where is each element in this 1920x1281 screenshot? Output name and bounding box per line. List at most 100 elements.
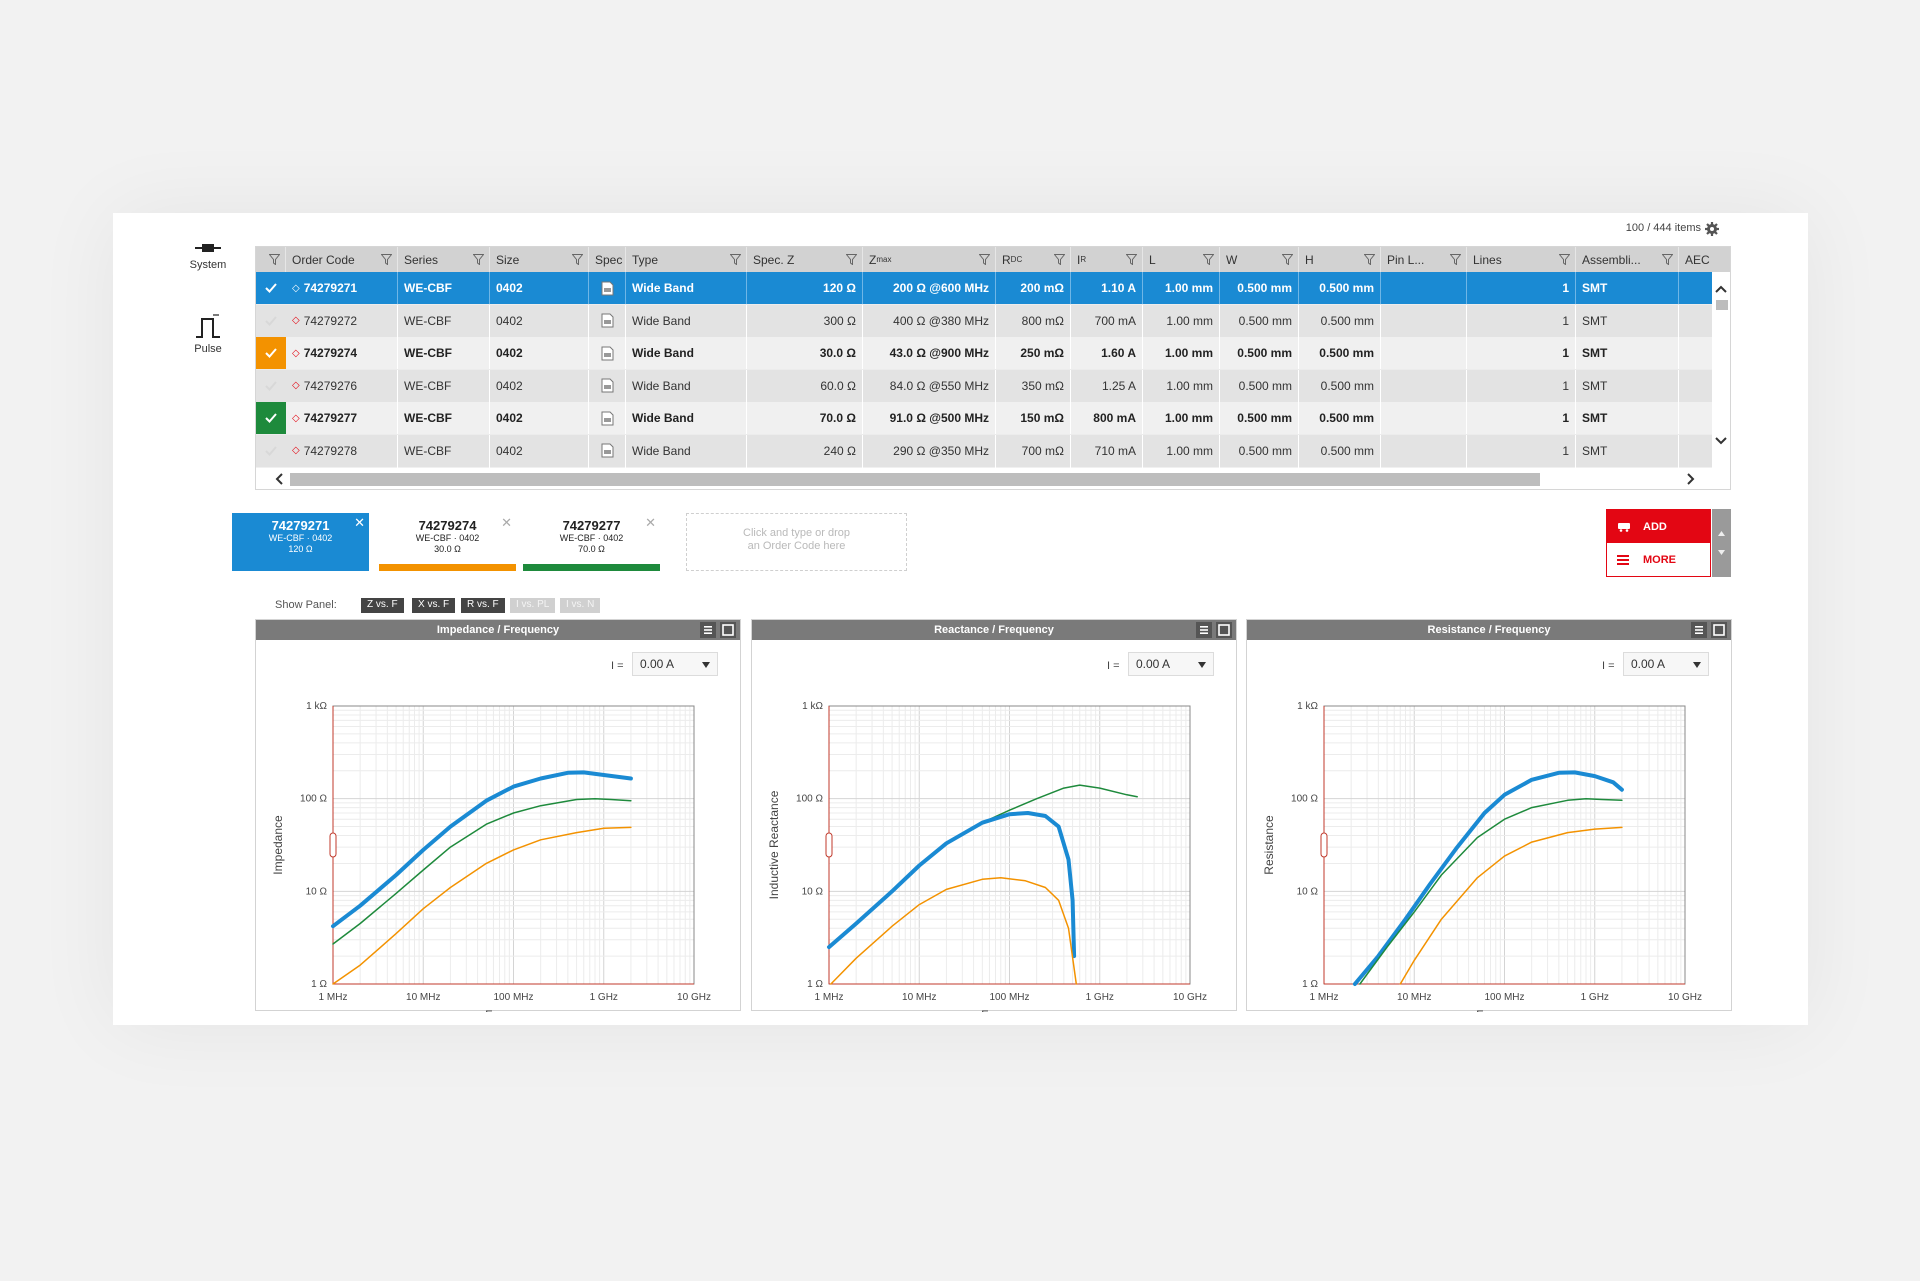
filter-icon[interactable]: [1559, 254, 1570, 265]
pdf-icon[interactable]: [601, 346, 614, 361]
horizontal-scrollbar[interactable]: [256, 468, 1730, 489]
filter-icon[interactable]: [1662, 254, 1673, 265]
column-header[interactable]: Size: [490, 247, 589, 272]
filter-icon[interactable]: [572, 254, 583, 265]
datasheet-cell[interactable]: [589, 369, 626, 402]
filter-icon[interactable]: [1450, 254, 1461, 265]
compare-chip[interactable]: 74279277 WE-CBF · 0402 70.0 Ω ✕: [523, 513, 660, 571]
maximize-icon[interactable]: [1216, 622, 1232, 638]
table-row[interactable]: ◇ 74279271 WE-CBF 0402 Wide Band 120 Ω 200 Ω @…: [256, 272, 1714, 304]
filter-icon[interactable]: [381, 254, 392, 265]
row-checkbox[interactable]: [256, 370, 286, 402]
filter-icon[interactable]: [1364, 254, 1375, 265]
filter-icon[interactable]: [1282, 254, 1293, 265]
panel-toggle[interactable]: I vs. N: [560, 598, 601, 613]
link-icon[interactable]: ◇: [292, 380, 300, 391]
table-row[interactable]: ◇ 74279274 WE-CBF 0402 Wide Band 30.0 Ω 43.0 Ω…: [256, 337, 1714, 369]
column-header[interactable]: R DC: [996, 247, 1071, 272]
filter-icon[interactable]: [1054, 254, 1065, 265]
column-header-label: H: [1305, 252, 1314, 267]
cell-w: 0.500 mm: [1220, 272, 1299, 304]
cell-w: 0.500 mm: [1220, 369, 1299, 402]
filter-icon[interactable]: [846, 254, 857, 265]
datasheet-cell[interactable]: [589, 304, 626, 337]
column-header[interactable]: [256, 247, 286, 272]
column-header[interactable]: Order Code: [286, 247, 398, 272]
menu-icon[interactable]: [1691, 622, 1707, 638]
datasheet-cell[interactable]: [589, 337, 626, 369]
scroll-thumb[interactable]: [290, 473, 1540, 486]
close-icon[interactable]: ✕: [354, 515, 365, 530]
pdf-icon[interactable]: [601, 313, 614, 328]
link-icon[interactable]: ◇: [292, 315, 300, 326]
vertical-scrollbar[interactable]: [1712, 272, 1730, 468]
table-row[interactable]: ◇ 74279277 WE-CBF 0402 Wide Band 70.0 Ω 91.0 Ω…: [256, 402, 1714, 434]
nav-item-system[interactable]: System: [163, 241, 253, 271]
filter-icon[interactable]: [473, 254, 484, 265]
datasheet-cell[interactable]: [589, 434, 626, 467]
pdf-icon[interactable]: [601, 411, 614, 426]
link-icon[interactable]: ◇: [292, 347, 300, 359]
pdf-icon[interactable]: [601, 378, 614, 393]
row-checkbox[interactable]: [256, 435, 286, 467]
link-icon[interactable]: ◇: [292, 412, 300, 424]
close-icon[interactable]: ✕: [501, 515, 512, 530]
datasheet-cell[interactable]: [589, 467, 626, 468]
menu-icon[interactable]: [700, 622, 716, 638]
table-row[interactable]: ◇ 74279278 WE-CBF 0402 Wide Band 240 Ω 290 Ω @…: [256, 434, 1714, 467]
row-checkbox[interactable]: [256, 272, 286, 304]
column-header[interactable]: H: [1299, 247, 1381, 272]
column-header[interactable]: Spec. Z: [747, 247, 863, 272]
pdf-icon[interactable]: [601, 443, 614, 458]
compare-chip[interactable]: 74279274 WE-CBF · 0402 30.0 Ω ✕: [379, 513, 516, 571]
cell-assembly: SMT: [1576, 337, 1679, 369]
more-button[interactable]: MORE: [1607, 544, 1710, 576]
column-header[interactable]: L: [1143, 247, 1220, 272]
gear-icon[interactable]: [1705, 222, 1719, 236]
chevron-left-icon[interactable]: [274, 473, 286, 485]
panel-toggle[interactable]: X vs. F: [412, 598, 456, 613]
menu-icon[interactable]: [1196, 622, 1212, 638]
current-select[interactable]: 0.00 A: [1128, 652, 1214, 676]
filter-icon[interactable]: [1126, 254, 1137, 265]
row-checkbox[interactable]: [256, 337, 286, 369]
column-header[interactable]: Assembli...: [1576, 247, 1679, 272]
chevron-right-icon[interactable]: [1684, 473, 1696, 485]
filter-icon[interactable]: [979, 254, 990, 265]
add-button[interactable]: ADD: [1607, 510, 1710, 543]
current-select[interactable]: 0.00 A: [632, 652, 718, 676]
column-header[interactable]: Pin L...: [1381, 247, 1467, 272]
panel-toggle[interactable]: I vs. PL: [510, 598, 556, 613]
maximize-icon[interactable]: [1711, 622, 1727, 638]
datasheet-cell[interactable]: [589, 272, 626, 304]
row-checkbox[interactable]: [256, 305, 286, 337]
close-icon[interactable]: ✕: [645, 515, 656, 530]
maximize-icon[interactable]: [720, 622, 736, 638]
row-checkbox[interactable]: [256, 402, 286, 434]
column-header[interactable]: Spec: [589, 247, 626, 272]
filter-icon[interactable]: [269, 254, 280, 265]
panel-toggle[interactable]: Z vs. F: [361, 598, 404, 613]
table-row[interactable]: ◇ 74279272 WE-CBF 0402 Wide Band 300 Ω 400 Ω @…: [256, 304, 1714, 337]
column-header[interactable]: Lines: [1467, 247, 1576, 272]
column-header[interactable]: Type: [626, 247, 747, 272]
panel-toggle[interactable]: R vs. F: [461, 598, 505, 613]
compare-chip[interactable]: 74279271 WE-CBF · 0402 120 Ω ✕: [232, 513, 369, 571]
current-select[interactable]: 0.00 A: [1623, 652, 1709, 676]
link-icon[interactable]: ◇: [292, 282, 300, 294]
column-header[interactable]: W: [1220, 247, 1299, 272]
table-row[interactable]: ◇ 74279276 WE-CBF 0402 Wide Band 60.0 Ω 84.0 Ω…: [256, 369, 1714, 402]
column-header[interactable]: Series: [398, 247, 490, 272]
nav-item-pulse[interactable]: Pulse: [163, 313, 253, 355]
filter-icon[interactable]: [730, 254, 741, 265]
action-scroll[interactable]: [1712, 509, 1731, 577]
column-header[interactable]: AEC: [1679, 247, 1730, 272]
filter-icon[interactable]: [1203, 254, 1214, 265]
pdf-icon[interactable]: [601, 281, 614, 296]
datasheet-cell[interactable]: [589, 402, 626, 434]
link-icon[interactable]: ◇: [292, 445, 300, 456]
order-code-dropzone[interactable]: Click and type or drop an Order Code her…: [686, 513, 907, 571]
